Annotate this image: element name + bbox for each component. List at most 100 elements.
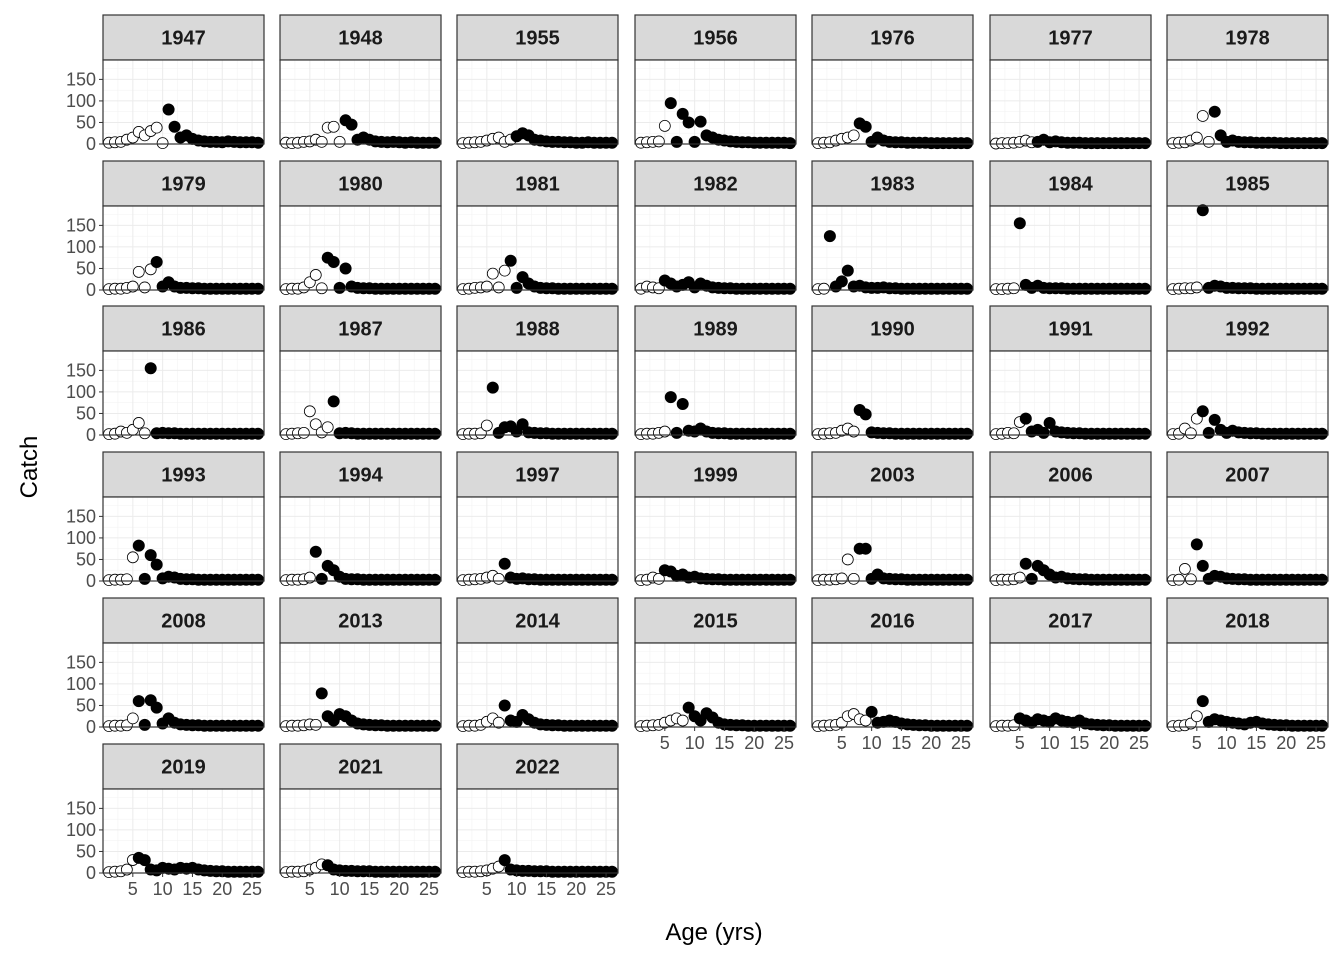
y-tick-label: 100 xyxy=(66,528,96,548)
catch-point-filled xyxy=(606,427,619,440)
y-tick-label: 150 xyxy=(66,215,96,235)
catch-point-filled xyxy=(252,719,265,732)
panel-border xyxy=(279,788,442,874)
catch-point-filled xyxy=(339,262,352,275)
x-axis-ticks: 5 10 15 20 25 5 10 15 20 25 5 10 15 20 25 5 10 15 20 25 5 10 1… xyxy=(128,727,1326,899)
plot-bg xyxy=(1167,497,1328,581)
y-tick-label: 50 xyxy=(76,112,96,132)
strip-bg xyxy=(279,305,442,352)
x-axis-title: Age (yrs) xyxy=(665,919,762,946)
catch-point-filled xyxy=(694,115,707,128)
panel-border xyxy=(811,205,974,291)
catch-point-filled xyxy=(498,557,511,570)
catch-point-filled xyxy=(784,427,797,440)
catch-point-open xyxy=(138,281,151,294)
x-tick-label: 20 xyxy=(212,879,232,899)
catch-point-open xyxy=(321,421,334,434)
catch-point-filled xyxy=(606,573,619,586)
catch-point-filled xyxy=(429,573,442,586)
x-tick-label: 5 xyxy=(660,733,670,753)
panel-border xyxy=(634,496,797,582)
y-tick-label: 50 xyxy=(76,549,96,569)
strip-label: 1955 xyxy=(515,28,560,50)
facet-panel-1986: 1986 xyxy=(102,305,265,441)
catch-point-open xyxy=(132,417,145,429)
plot-bg xyxy=(1167,60,1328,144)
facet-panel-2022: 2022 xyxy=(456,743,619,879)
x-tick-label: 15 xyxy=(1246,733,1266,753)
catch-point-filled xyxy=(606,136,619,149)
facet-panel-1987: 1987 xyxy=(279,305,442,441)
catch-point-filled xyxy=(498,854,511,867)
catch-point-filled xyxy=(1316,427,1329,440)
strip-bg xyxy=(634,451,797,498)
y-tick-label: 100 xyxy=(66,91,96,111)
catch-point-filled xyxy=(1316,573,1329,586)
strip-bg xyxy=(456,160,619,207)
strip-label: 1956 xyxy=(693,28,738,50)
plot-bg xyxy=(812,351,973,435)
facet-panel-2017: 2017 xyxy=(989,597,1152,733)
catch-point-filled xyxy=(150,558,163,571)
panel-border xyxy=(811,496,974,582)
catch-point-filled xyxy=(309,545,322,558)
catch-point-open xyxy=(150,121,163,134)
catch-point-filled xyxy=(1190,538,1203,551)
catch-point-open xyxy=(658,120,671,132)
catch-point-filled xyxy=(486,381,499,394)
catch-point-filled xyxy=(1208,413,1221,426)
catch-point-filled xyxy=(1019,412,1032,425)
catch-point-open xyxy=(835,572,848,585)
x-tick-label: 25 xyxy=(419,879,439,899)
strip-label: 2015 xyxy=(693,611,738,633)
facet-panel-1980: 1980 xyxy=(279,160,442,296)
catch-point-filled xyxy=(138,854,151,867)
y-axis-title: Catch xyxy=(16,436,43,499)
y-tick-label: 150 xyxy=(66,360,96,380)
strip-label: 1947 xyxy=(161,28,206,50)
plot-bg xyxy=(990,60,1151,144)
strip-label: 1988 xyxy=(515,319,560,341)
plot-bg xyxy=(280,643,441,727)
strip-bg xyxy=(279,14,442,61)
facet-panel-2014: 2014 xyxy=(456,597,619,733)
catch-point-open xyxy=(156,137,169,150)
y-tick-label: 50 xyxy=(76,841,96,861)
x-tick-label: 20 xyxy=(1099,733,1119,753)
y-tick-label: 150 xyxy=(66,798,96,818)
strip-label: 1985 xyxy=(1225,174,1270,196)
catch-point-filled xyxy=(1196,559,1209,572)
facet-panel-1982: 1982 xyxy=(634,160,797,295)
x-tick-label: 25 xyxy=(1306,733,1326,753)
facet-panels: 1947 1948 1955 1956 1976 1977 1978 1979 1980 1981… xyxy=(102,14,1329,879)
catch-point-filled xyxy=(132,539,145,552)
catch-point-open xyxy=(1190,131,1203,144)
catch-point-filled xyxy=(252,573,265,586)
facet-panel-2006: 2006 xyxy=(989,451,1152,587)
catch-point-open xyxy=(309,718,322,731)
strip-bg xyxy=(989,160,1152,207)
catch-point-open xyxy=(309,418,322,431)
x-tick-label: 10 xyxy=(1040,733,1060,753)
catch-point-open xyxy=(818,282,830,295)
strip-label: 1982 xyxy=(693,174,738,196)
catch-point-filled xyxy=(1202,426,1215,439)
catch-point-filled xyxy=(144,549,157,562)
x-tick-label: 10 xyxy=(153,879,173,899)
catch-point-filled xyxy=(429,136,442,149)
y-tick-label: 0 xyxy=(86,134,96,154)
y-tick-label: 100 xyxy=(66,820,96,840)
panel-border xyxy=(456,350,619,436)
y-tick-label: 150 xyxy=(66,506,96,526)
catch-point-open xyxy=(1007,427,1020,440)
catch-point-filled xyxy=(252,427,265,440)
plot-bg xyxy=(457,60,618,144)
catch-point-open xyxy=(138,427,151,440)
catch-point-open xyxy=(303,405,316,418)
y-tick-label: 50 xyxy=(76,403,96,423)
plot-bg xyxy=(280,60,441,144)
strip-label: 2013 xyxy=(338,611,383,633)
strip-label: 1948 xyxy=(338,28,383,50)
y-tick-label: 0 xyxy=(86,280,96,300)
